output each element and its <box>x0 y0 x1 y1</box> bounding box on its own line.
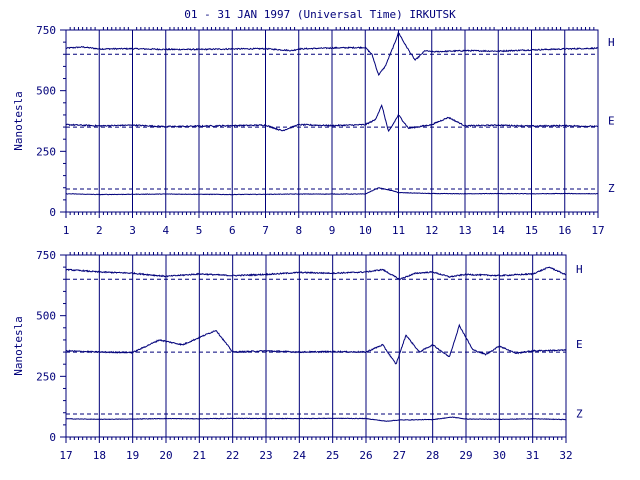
series-line-E <box>65 323 567 365</box>
x-tick-label: 32 <box>559 449 572 462</box>
series-line-Z <box>66 187 598 196</box>
x-tick-label: 8 <box>295 224 302 237</box>
chart-panel-2: 17 18 19 20 21 22 23 24 25 26 27 28 29 30 31 32 0 250 500 7… <box>12 249 583 462</box>
x-tick-label: 14 <box>492 224 506 237</box>
x-tick-label: 23 <box>259 449 272 462</box>
x-tick-label: 15 <box>525 224 538 237</box>
x-tick-label: 13 <box>458 224 471 237</box>
y-tick-label: 0 <box>49 431 56 444</box>
series-line-H <box>65 266 567 281</box>
y-tick-label: 750 <box>36 249 56 262</box>
series-label-H: H <box>576 263 583 276</box>
x-tick-label: 4 <box>162 224 169 237</box>
series-line-Z <box>66 416 567 422</box>
x-tick-label: 29 <box>459 449 472 462</box>
x-tick-label: 5 <box>196 224 203 237</box>
x-tick-label: 18 <box>93 449 106 462</box>
x-tick-label: 21 <box>193 449 206 462</box>
x-tick-label: 16 <box>558 224 571 237</box>
y-tick-label: 0 <box>49 206 56 219</box>
y-axis-label: Nanotesla <box>12 316 25 376</box>
x-tick-label: 7 <box>262 224 269 237</box>
series-line-E <box>65 104 599 133</box>
x-tick-label: 20 <box>159 449 172 462</box>
x-tick-label: 11 <box>392 224 405 237</box>
x-tick-label: 17 <box>591 224 604 237</box>
series-label-Z: Z <box>576 408 583 421</box>
x-tick-label: 24 <box>293 449 307 462</box>
y-tick-label: 250 <box>36 370 56 383</box>
page-title: 01 - 31 JAN 1997 (Universal Time) IRKUTS… <box>184 8 456 21</box>
series-line-H <box>65 32 599 77</box>
x-tick-label: 27 <box>393 449 406 462</box>
series-label-E: E <box>576 338 583 351</box>
x-tick-label: 31 <box>526 449 539 462</box>
x-tick-label: 6 <box>229 224 236 237</box>
series-label-H: H <box>608 36 615 49</box>
x-tick-label: 3 <box>129 224 136 237</box>
y-tick-label: 250 <box>36 145 56 158</box>
x-tick-label: 19 <box>126 449 139 462</box>
series-label-E: E <box>608 115 615 128</box>
x-tick-label: 9 <box>329 224 336 237</box>
x-tick-label: 10 <box>359 224 372 237</box>
chart-panel-1: 1 2 3 4 5 6 7 8 9 10 11 12 13 14 15 16 170250500750Nanot… <box>12 24 615 237</box>
series-label-Z: Z <box>608 182 615 195</box>
x-tick-label: 1 <box>63 224 70 237</box>
x-tick-label: 25 <box>326 449 339 462</box>
y-tick-label: 500 <box>36 310 56 323</box>
x-tick-label: 17 <box>59 449 72 462</box>
plot-frame <box>65 254 567 438</box>
y-axis-label: Nanotesla <box>12 91 25 151</box>
x-tick-label: 30 <box>493 449 506 462</box>
x-tick-label: 22 <box>226 449 239 462</box>
x-tick-label: 26 <box>359 449 372 462</box>
x-tick-label: 28 <box>426 449 439 462</box>
x-tick-label: 2 <box>96 224 103 237</box>
y-tick-label: 500 <box>36 85 56 98</box>
x-tick-label: 12 <box>425 224 438 237</box>
y-tick-label: 750 <box>36 24 56 37</box>
